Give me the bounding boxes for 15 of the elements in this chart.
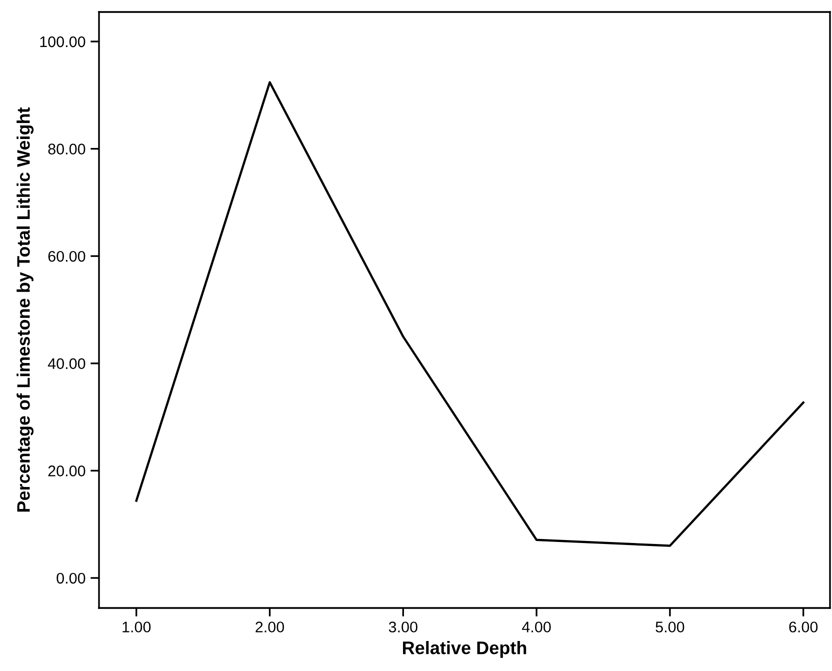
y-tick-label: 100.00 <box>40 36 86 48</box>
y-tick-label: 0.00 <box>56 572 86 584</box>
y-tick-label: 20.00 <box>48 466 86 476</box>
x-tick-label: 5.00 <box>656 622 684 632</box>
x-tick-label: 6.00 <box>789 622 818 632</box>
y-tick-label: 40.00 <box>48 358 86 370</box>
x-tick-label: 2.00 <box>256 622 284 632</box>
x-tick-label: 3.00 <box>388 622 418 632</box>
y-tick-label: 60.00 <box>48 250 86 262</box>
y-tick-label: 80.00 <box>48 144 86 154</box>
x-tick-label: 1.00 <box>122 622 151 632</box>
line-series <box>135 81 804 547</box>
y-axis-title: Percentage of Limestone by Total Lithic Weight <box>16 107 34 512</box>
x-axis-title: Relative Depth <box>403 640 526 658</box>
x-tick-label: 4.00 <box>522 622 551 632</box>
